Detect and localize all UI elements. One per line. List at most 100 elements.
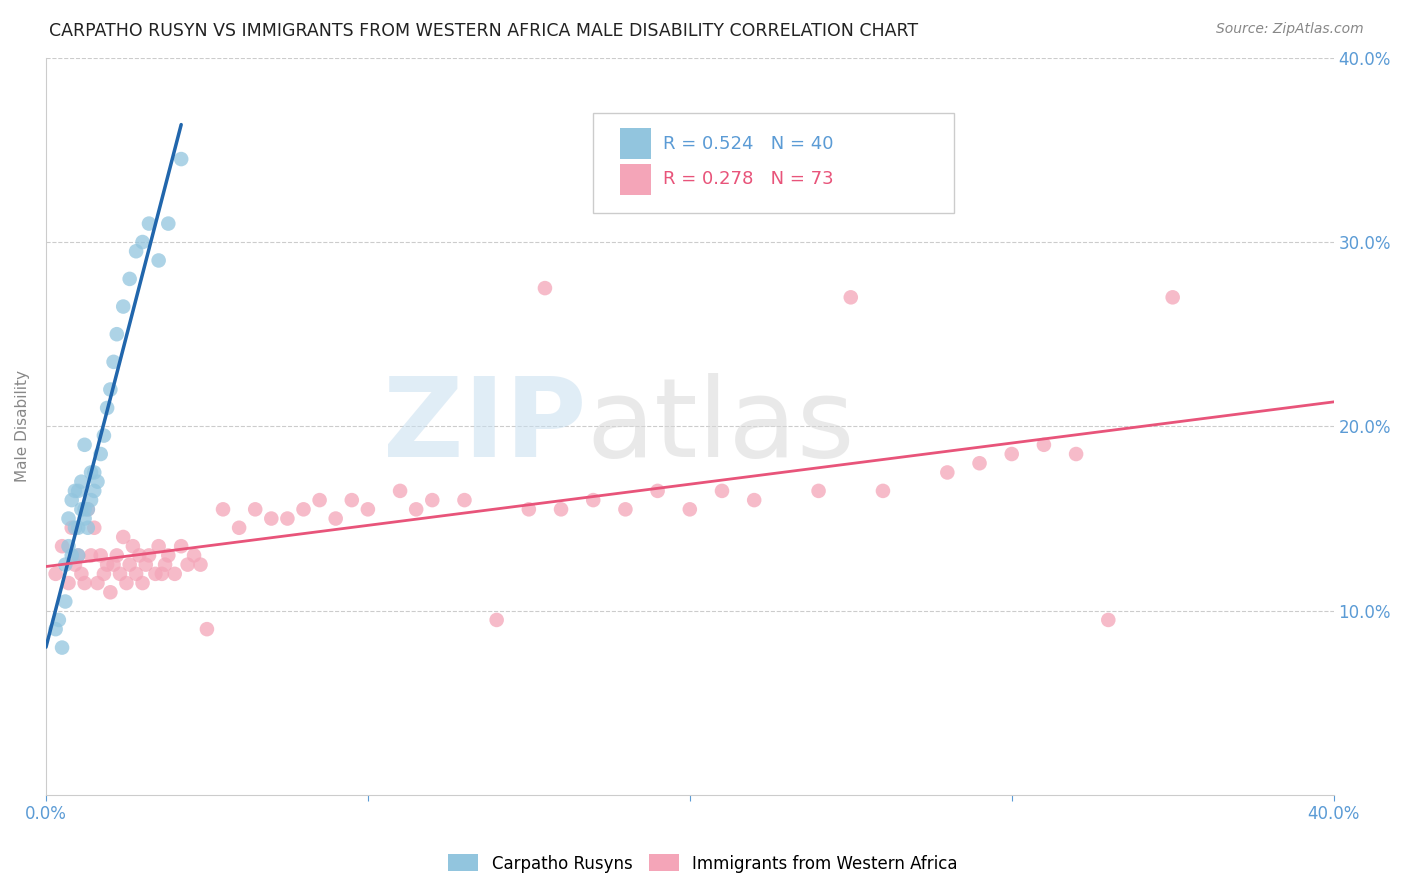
Point	[148, 539, 170, 553]
Point	[1161, 290, 1184, 304]
Point	[53, 594, 76, 608]
Point	[118, 558, 141, 572]
Point	[190, 558, 212, 572]
Point	[112, 300, 135, 314]
Legend: Carpatho Rusyns, Immigrants from Western Africa: Carpatho Rusyns, Immigrants from Western…	[441, 847, 965, 880]
Point	[1064, 447, 1087, 461]
Point	[63, 483, 86, 498]
Point	[45, 566, 67, 581]
Point	[138, 217, 160, 231]
Text: CARPATHO RUSYN VS IMMIGRANTS FROM WESTERN AFRICA MALE DISABILITY CORRELATION CHA: CARPATHO RUSYN VS IMMIGRANTS FROM WESTER…	[49, 22, 918, 40]
Point	[131, 235, 153, 249]
Point	[83, 483, 105, 498]
Point	[711, 483, 734, 498]
Point	[63, 521, 86, 535]
Point	[157, 217, 180, 231]
Point	[170, 539, 193, 553]
Point	[517, 502, 540, 516]
Point	[80, 493, 103, 508]
Point	[647, 483, 669, 498]
Point	[67, 549, 90, 563]
Point	[125, 244, 148, 259]
Point	[73, 438, 96, 452]
Point	[453, 493, 475, 508]
Point	[58, 539, 80, 553]
Point	[1001, 447, 1024, 461]
Point	[93, 566, 115, 581]
Point	[67, 483, 90, 498]
Point	[83, 466, 105, 480]
Point	[112, 530, 135, 544]
Point	[96, 558, 118, 572]
FancyBboxPatch shape	[620, 164, 651, 194]
Point	[60, 549, 83, 563]
Text: Source: ZipAtlas.com: Source: ZipAtlas.com	[1216, 22, 1364, 37]
Point	[195, 622, 218, 636]
Point	[70, 502, 93, 516]
Point	[292, 502, 315, 516]
Point	[118, 272, 141, 286]
Point	[153, 558, 176, 572]
Point	[807, 483, 830, 498]
Point	[76, 521, 98, 535]
Point	[260, 511, 283, 525]
Point	[83, 521, 105, 535]
Text: ZIP: ZIP	[384, 373, 586, 480]
Point	[131, 576, 153, 591]
Point	[70, 475, 93, 489]
Point	[679, 502, 702, 516]
Point	[1097, 613, 1119, 627]
Point	[839, 290, 862, 304]
Point	[125, 566, 148, 581]
Point	[73, 502, 96, 516]
Point	[485, 613, 508, 627]
Point	[550, 502, 572, 516]
Point	[45, 622, 67, 636]
Point	[63, 558, 86, 572]
Point	[135, 558, 157, 572]
Point	[148, 253, 170, 268]
Point	[76, 502, 98, 516]
Point	[872, 483, 894, 498]
Point	[340, 493, 363, 508]
Point	[969, 456, 991, 470]
Point	[1032, 438, 1054, 452]
Point	[103, 558, 125, 572]
Point	[86, 475, 108, 489]
Point	[245, 502, 267, 516]
Point	[67, 549, 90, 563]
Point	[103, 355, 125, 369]
Point	[73, 511, 96, 525]
Point	[70, 566, 93, 581]
Point	[145, 566, 167, 581]
Point	[67, 521, 90, 535]
Y-axis label: Male Disability: Male Disability	[15, 370, 30, 483]
Point	[60, 493, 83, 508]
Point	[163, 566, 186, 581]
Point	[614, 502, 637, 516]
Point	[150, 566, 173, 581]
Point	[93, 428, 115, 442]
Point	[138, 549, 160, 563]
Point	[405, 502, 427, 516]
Point	[157, 549, 180, 563]
Point	[389, 483, 412, 498]
Point	[80, 466, 103, 480]
Point	[936, 466, 959, 480]
Point	[86, 576, 108, 591]
Point	[122, 539, 145, 553]
Point	[128, 549, 150, 563]
Point	[582, 493, 605, 508]
Text: atlas: atlas	[586, 373, 855, 480]
Point	[357, 502, 380, 516]
Point	[325, 511, 347, 525]
Point	[96, 401, 118, 415]
Point	[58, 576, 80, 591]
Point	[76, 502, 98, 516]
Point	[212, 502, 235, 516]
Point	[742, 493, 765, 508]
Point	[534, 281, 557, 295]
Point	[420, 493, 443, 508]
Point	[176, 558, 198, 572]
Point	[80, 549, 103, 563]
